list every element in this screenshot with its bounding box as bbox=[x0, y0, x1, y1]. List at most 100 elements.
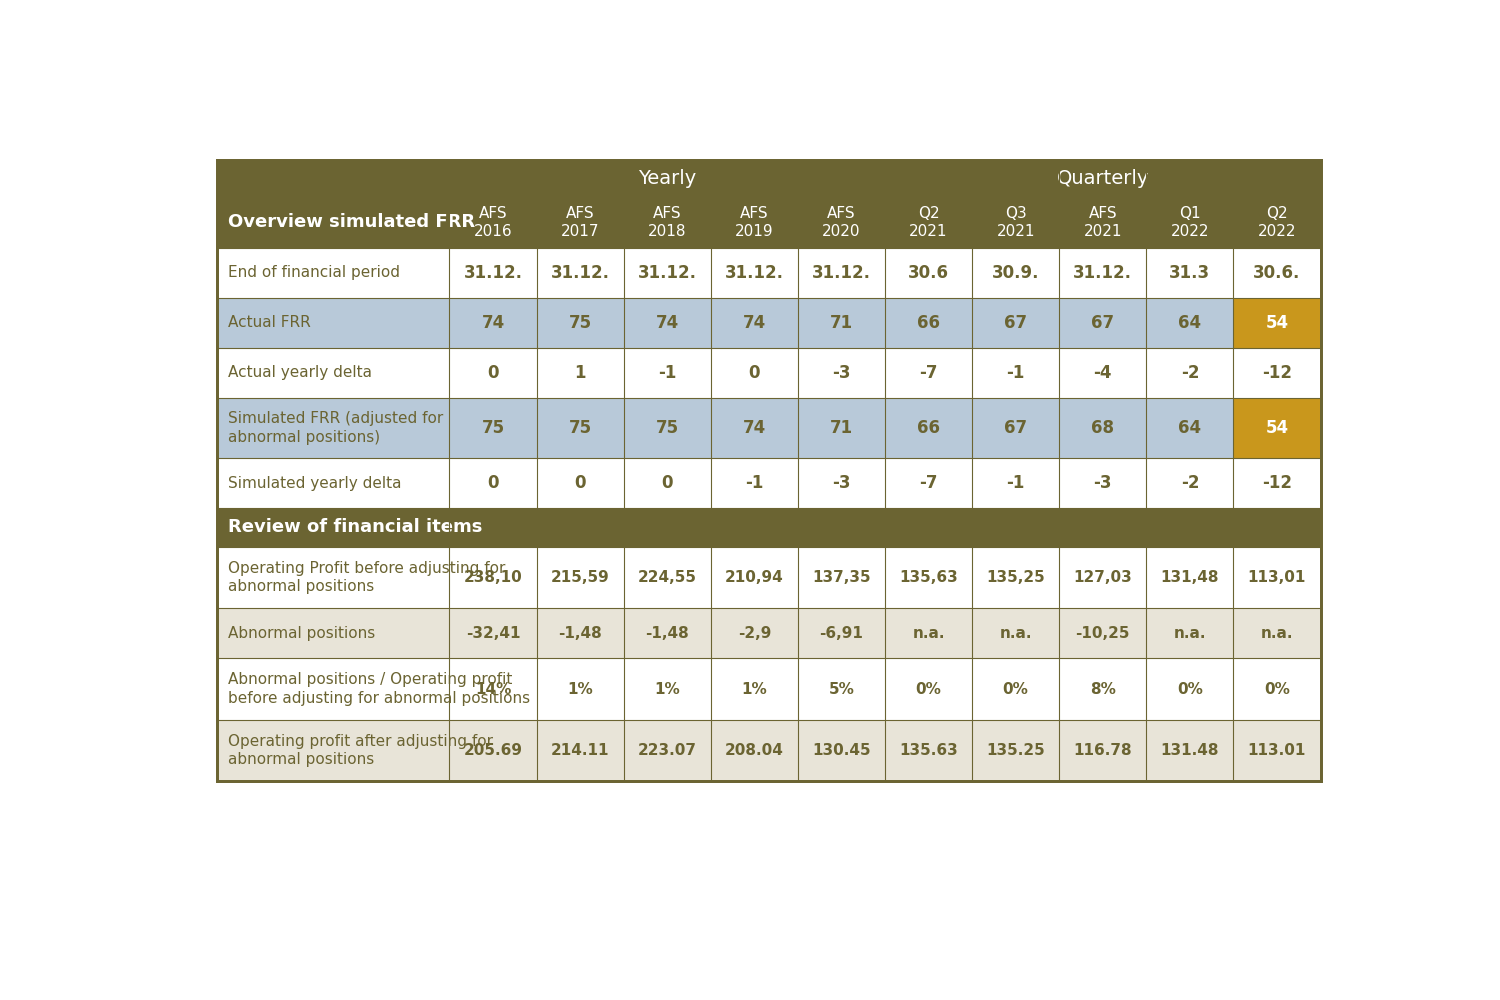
Text: 66: 66 bbox=[916, 419, 940, 437]
Bar bbox=[1146, 720, 1233, 781]
Text: -2,9: -2,9 bbox=[738, 626, 771, 641]
Text: 66: 66 bbox=[916, 314, 940, 332]
Text: 210,94: 210,94 bbox=[724, 570, 783, 585]
Text: Abnormal positions: Abnormal positions bbox=[228, 626, 375, 641]
Text: 113,01: 113,01 bbox=[1248, 570, 1306, 585]
Bar bbox=[217, 197, 1320, 248]
Text: 67: 67 bbox=[1004, 314, 1028, 332]
Bar bbox=[1233, 348, 1320, 398]
Text: 116.78: 116.78 bbox=[1074, 743, 1132, 758]
Bar bbox=[1233, 298, 1320, 348]
Text: 205.69: 205.69 bbox=[464, 743, 522, 758]
Bar bbox=[798, 298, 885, 348]
Bar bbox=[711, 348, 798, 398]
Bar bbox=[885, 547, 972, 608]
Bar bbox=[450, 398, 537, 458]
Text: 67: 67 bbox=[1004, 419, 1028, 437]
Text: Simulated yearly delta: Simulated yearly delta bbox=[228, 476, 402, 491]
Bar bbox=[798, 458, 885, 508]
Bar bbox=[217, 458, 450, 508]
Bar bbox=[1233, 658, 1320, 720]
Text: 71: 71 bbox=[830, 419, 854, 437]
Text: 0: 0 bbox=[662, 474, 674, 492]
Bar bbox=[217, 508, 1320, 547]
Text: 30.6.: 30.6. bbox=[1254, 264, 1300, 282]
Text: 30.9.: 30.9. bbox=[992, 264, 1039, 282]
Bar bbox=[624, 348, 711, 398]
Bar bbox=[1059, 658, 1146, 720]
Text: 31.12.: 31.12. bbox=[638, 264, 696, 282]
Bar bbox=[1146, 608, 1233, 658]
Bar bbox=[885, 608, 972, 658]
Bar bbox=[537, 458, 624, 508]
Bar bbox=[885, 348, 972, 398]
Bar bbox=[217, 348, 450, 398]
Bar bbox=[217, 398, 450, 458]
Text: Q1
2022: Q1 2022 bbox=[1170, 206, 1209, 239]
Text: 238,10: 238,10 bbox=[464, 570, 522, 585]
Text: 0: 0 bbox=[748, 364, 760, 382]
Bar bbox=[1233, 458, 1320, 508]
Bar bbox=[537, 547, 624, 608]
Bar bbox=[217, 160, 1320, 197]
Bar bbox=[1059, 348, 1146, 398]
Text: 8%: 8% bbox=[1090, 682, 1116, 697]
Text: Review of financial items: Review of financial items bbox=[228, 518, 482, 536]
Text: Q2
2022: Q2 2022 bbox=[1257, 206, 1296, 239]
Bar bbox=[1233, 248, 1320, 298]
Text: -1,48: -1,48 bbox=[645, 626, 688, 641]
Bar bbox=[798, 248, 885, 298]
Bar bbox=[972, 348, 1059, 398]
Text: AFS
2019: AFS 2019 bbox=[735, 206, 774, 239]
Bar bbox=[1146, 248, 1233, 298]
Bar bbox=[624, 658, 711, 720]
Text: -1: -1 bbox=[746, 474, 764, 492]
Text: AFS
2018: AFS 2018 bbox=[648, 206, 687, 239]
Text: -10,25: -10,25 bbox=[1076, 626, 1130, 641]
Bar bbox=[450, 658, 537, 720]
Text: 30.6: 30.6 bbox=[908, 264, 950, 282]
Text: 71: 71 bbox=[830, 314, 854, 332]
Text: 74: 74 bbox=[656, 314, 680, 332]
Bar bbox=[217, 658, 450, 720]
Text: 75: 75 bbox=[482, 419, 504, 437]
Text: 1: 1 bbox=[574, 364, 586, 382]
Text: -12: -12 bbox=[1262, 364, 1292, 382]
Bar bbox=[450, 348, 537, 398]
Text: Operating profit after adjusting for
abnormal positions: Operating profit after adjusting for abn… bbox=[228, 734, 494, 767]
Text: n.a.: n.a. bbox=[999, 626, 1032, 641]
Text: -1: -1 bbox=[1007, 474, 1025, 492]
Bar bbox=[711, 458, 798, 508]
Bar bbox=[217, 608, 450, 658]
Bar bbox=[972, 658, 1059, 720]
Bar bbox=[537, 248, 624, 298]
Text: -2: -2 bbox=[1180, 474, 1198, 492]
Text: 67: 67 bbox=[1090, 314, 1114, 332]
Text: 135,63: 135,63 bbox=[898, 570, 958, 585]
Text: 74: 74 bbox=[742, 419, 766, 437]
Text: 64: 64 bbox=[1179, 419, 1202, 437]
Bar bbox=[1146, 348, 1233, 398]
Bar bbox=[798, 608, 885, 658]
Text: -2: -2 bbox=[1180, 364, 1198, 382]
Text: 31.12.: 31.12. bbox=[464, 264, 522, 282]
Text: -7: -7 bbox=[920, 474, 938, 492]
Bar bbox=[885, 720, 972, 781]
Bar bbox=[798, 348, 885, 398]
Bar bbox=[798, 658, 885, 720]
Bar bbox=[711, 248, 798, 298]
Bar bbox=[798, 547, 885, 608]
Bar bbox=[1146, 658, 1233, 720]
Text: 208.04: 208.04 bbox=[724, 743, 784, 758]
Text: AFS
2016: AFS 2016 bbox=[474, 206, 513, 239]
Bar bbox=[972, 248, 1059, 298]
Text: 31.12.: 31.12. bbox=[724, 264, 784, 282]
Text: n.a.: n.a. bbox=[1260, 626, 1293, 641]
Bar bbox=[450, 458, 537, 508]
Text: 0%: 0% bbox=[915, 682, 942, 697]
Text: 64: 64 bbox=[1179, 314, 1202, 332]
Text: -32,41: -32,41 bbox=[466, 626, 520, 641]
Bar bbox=[798, 720, 885, 781]
Text: -6,91: -6,91 bbox=[819, 626, 864, 641]
Bar bbox=[537, 608, 624, 658]
